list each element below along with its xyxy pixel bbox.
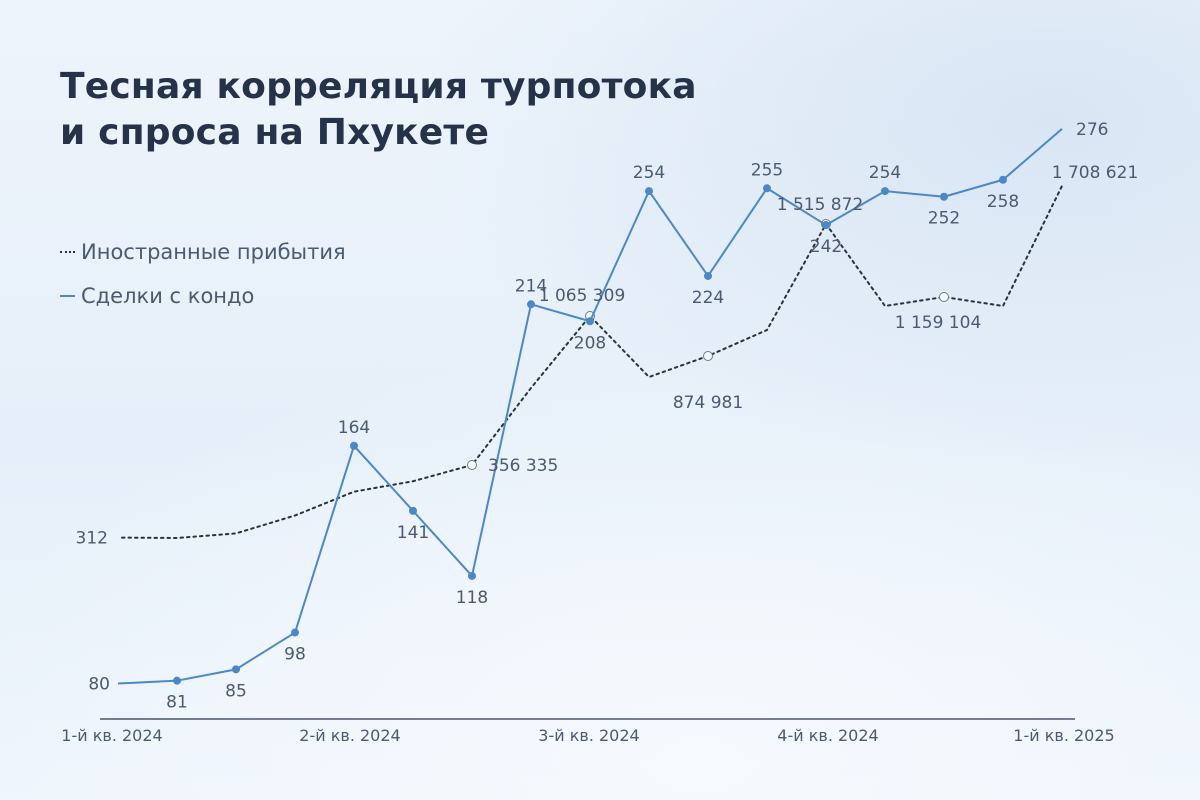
condo-data-label: 214 — [515, 276, 547, 296]
condo-point-marker — [173, 676, 181, 685]
condo-data-label: 81 — [166, 693, 188, 713]
legend-item-arrivals: Иностранные прибытия — [60, 238, 346, 266]
condo-data-label: 258 — [987, 192, 1019, 212]
condo-point-marker — [881, 187, 889, 196]
arrivals-data-label: 1 708 621 — [1052, 163, 1139, 183]
condo-point-marker — [586, 317, 594, 326]
condo-data-label: 224 — [692, 288, 724, 308]
arrivals-data-label: 1 159 104 — [895, 313, 982, 333]
condo-data-label: 164 — [338, 418, 370, 438]
arrivals-data-label: 1 515 872 — [777, 195, 864, 215]
arrivals-point-marker — [703, 351, 713, 361]
condo-data-label: 85 — [225, 681, 247, 701]
condo-point-marker — [409, 506, 417, 515]
arrivals-series-line — [121, 185, 1063, 540]
condo-data-label: 242 — [810, 237, 842, 257]
x-tick-label: 2-й кв. 2024 — [299, 726, 400, 745]
condo-data-label: 118 — [456, 588, 488, 608]
condo-data-label: 254 — [633, 163, 665, 183]
condo-point-marker — [822, 221, 830, 230]
solid-line-swatch-icon — [60, 295, 75, 297]
legend-label-condo-deals: Сделки с кондо — [81, 284, 255, 308]
condo-point-marker — [999, 175, 1007, 184]
x-tick-label: 4-й кв. 2024 — [777, 726, 878, 745]
dotted-line-swatch-icon — [60, 251, 75, 253]
arrivals-point-marker — [939, 292, 949, 302]
condo-point-marker — [232, 665, 240, 674]
condo-data-label: 80 — [88, 675, 110, 695]
arrivals-data-label: 356 335 — [488, 456, 558, 476]
condo-data-label: 252 — [928, 209, 960, 229]
condo-data-label: 208 — [574, 333, 606, 353]
condo-series-line — [117, 128, 1063, 685]
legend-label-arrivals: Иностранные прибытия — [81, 240, 346, 264]
condo-point-marker — [763, 184, 771, 193]
condo-point-marker — [291, 628, 299, 637]
x-tick-label: 3-й кв. 2024 — [538, 726, 639, 745]
condo-data-label: 254 — [869, 163, 901, 183]
condo-point-marker — [527, 300, 535, 309]
x-tick-label: 1-й кв. 2024 — [61, 726, 162, 745]
condo-point-marker — [468, 571, 476, 580]
legend: Иностранные прибытия Сделки с кондо — [60, 238, 346, 326]
condo-point-marker — [645, 187, 653, 196]
condo-point-marker — [350, 441, 358, 450]
arrivals-data-label: 1 065 309 — [539, 286, 626, 306]
chart-title: Тесная корреляция турпотока и спроса на … — [60, 66, 697, 153]
condo-data-label: 276 — [1076, 120, 1108, 140]
arrivals-data-label: 312 — [76, 529, 108, 549]
arrivals-data-label: 874 981 — [673, 393, 743, 413]
condo-data-label: 141 — [397, 523, 429, 543]
arrivals-point-marker — [467, 460, 477, 470]
condo-point-marker — [940, 192, 948, 201]
condo-data-label: 98 — [284, 645, 306, 665]
x-tick-label: 1-й кв. 2025 — [1013, 726, 1114, 745]
legend-item-condo-deals: Сделки с кондо — [60, 282, 346, 310]
condo-data-label: 255 — [751, 160, 783, 180]
condo-point-marker — [704, 271, 712, 280]
